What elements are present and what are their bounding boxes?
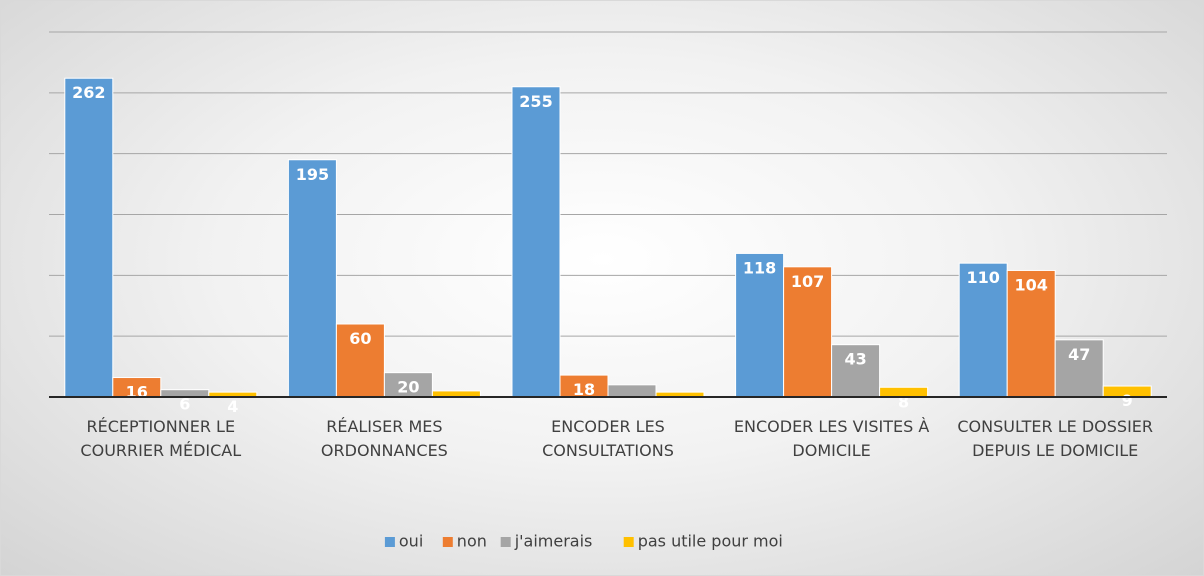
legend-swatch [623,537,634,547]
legend-swatch [500,537,511,547]
data-label: 20 [397,378,419,397]
data-label: 18 [573,380,595,399]
data-label: 8 [898,392,909,411]
bar [511,86,561,398]
x-tick-label: RÉALISER MES ORDONNANCES [320,417,448,460]
data-label: 9 [1122,391,1133,410]
legend-label: non [457,532,487,551]
data-label: 195 [296,165,329,184]
bar [383,372,433,398]
data-label: 60 [349,329,371,348]
bar [735,252,785,398]
data-label: 104 [1014,275,1047,294]
data-label: 107 [791,272,824,291]
data-label: 110 [966,268,999,287]
data-label: 4 [227,397,238,416]
data-label: 118 [743,258,776,277]
legend-label: pas utile pour moi [638,532,783,551]
x-tick-label: ENCODER LES CONSULTATIONS [542,417,674,460]
x-tick-label: RÉCEPTIONNER LE COURRIER MÉDICAL [80,417,242,460]
bar [64,77,114,398]
data-label: 16 [126,383,148,402]
data-label: 6 [179,395,190,414]
legend-label: oui [399,532,423,551]
bar [1006,269,1056,398]
data-label: 262 [72,83,105,102]
x-tick-label: ENCODER LES VISITES À DOMICILE [733,417,930,460]
x-tick-label: CONSULTER LE DOSSIER DEPUIS LE DOMICILE [957,417,1154,460]
data-label: 43 [844,350,866,369]
bar [831,344,881,398]
legend-swatch [384,537,395,547]
legend-swatch [442,537,453,547]
bar [607,384,657,398]
bar [958,262,1008,398]
legend-label: j'aimerais [514,532,593,551]
data-label: 255 [519,92,552,111]
data-label: 47 [1068,345,1090,364]
bar [1054,339,1104,398]
bar [287,159,337,398]
bar [335,323,385,398]
